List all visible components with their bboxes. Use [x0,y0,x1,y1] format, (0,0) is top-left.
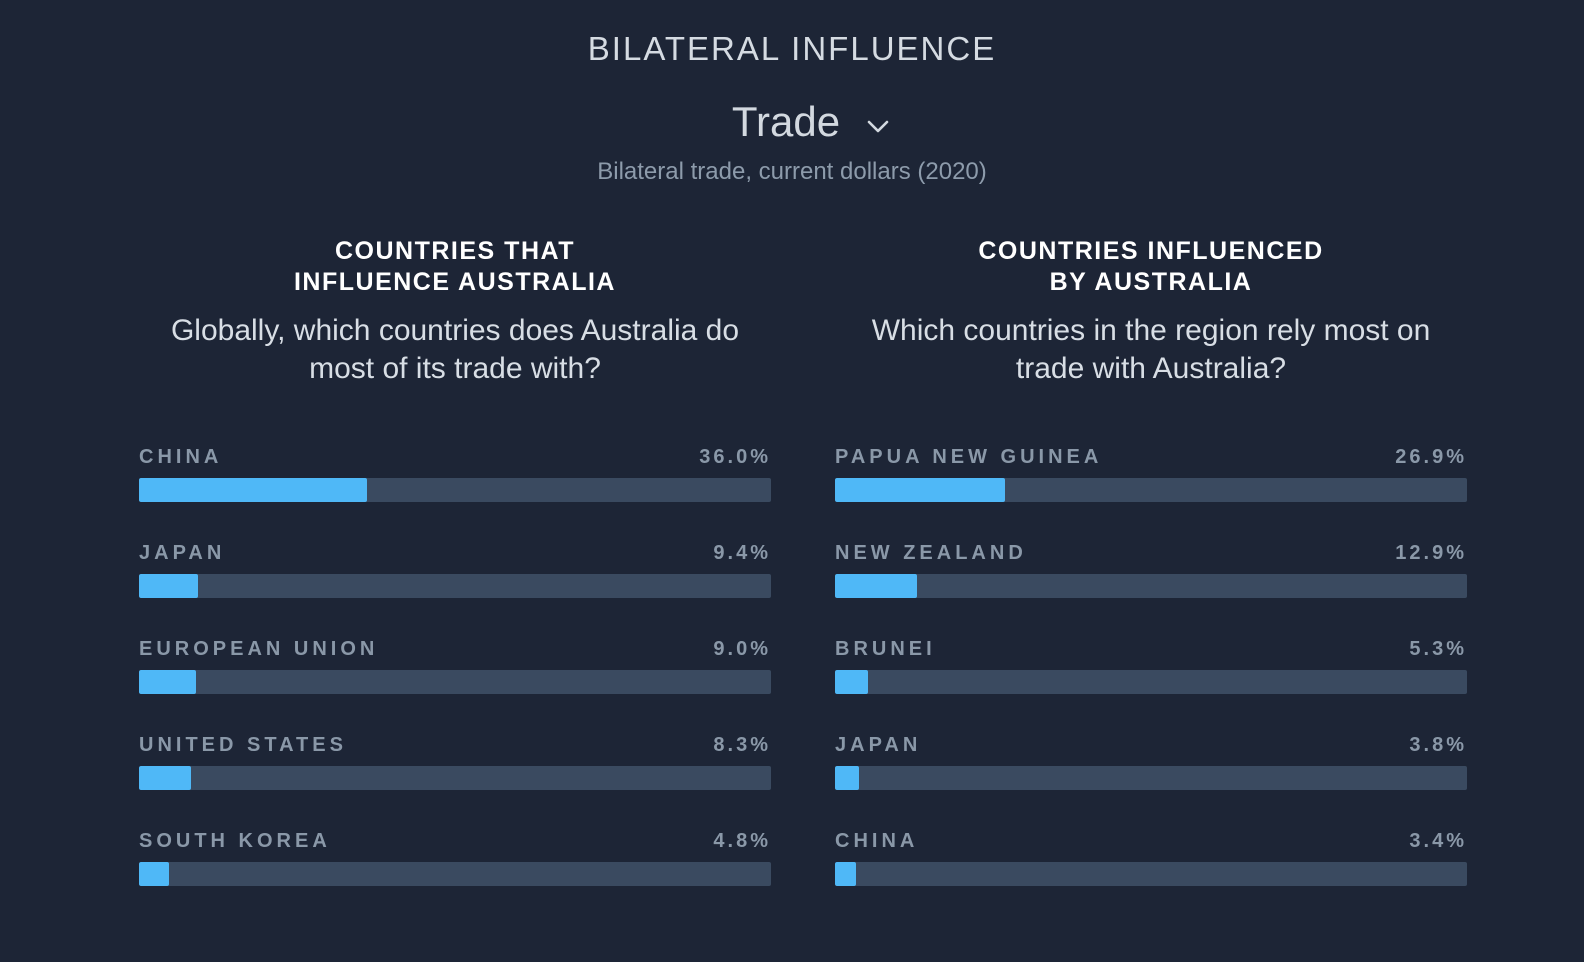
page-title: BILATERAL INFLUENCE [587,30,997,67]
bar [139,670,196,694]
panel-question: Which countries in the region rely most … [871,314,1431,385]
bar-value-label: 36.0% [699,446,771,468]
panel-heading-line: COUNTRIES THAT [335,237,575,265]
bar-value-label: 3.4% [1409,830,1467,852]
chevron-down-icon[interactable] [864,112,892,140]
bar-category-label: BRUNEI [835,638,936,660]
bar-category-label: NEW ZEALAND [835,542,1027,564]
bar-category-label: JAPAN [835,734,922,756]
bar-category-label: SOUTH KOREA [139,830,331,852]
bar-row: CHINA 3.4% [835,830,1467,926]
bar-track [139,478,771,502]
bar-category-label: UNITED STATES [139,734,347,756]
panel-question: Globally, which countries does Australia… [170,314,740,385]
metric-selector[interactable]: Trade [0,98,1584,146]
bar [139,862,170,886]
bar-track [835,574,1467,598]
metric-selector-label: Trade [731,98,841,145]
bar-row: SOUTH KOREA 4.8% [139,830,771,926]
bar-chart-influences-australia: CHINA 36.0% JAPAN 9.4% EUROPEAN UNION 9.0% UNI… [139,446,771,926]
bar-track [139,574,771,598]
panel-heading: COUNTRIES INFLUENCED BY AUSTRALIA [835,236,1467,298]
panel-heading-line: COUNTRIES INFLUENCED [978,237,1324,265]
bar-track [139,670,771,694]
bar-value-label: 3.8% [1409,734,1467,756]
bar-value-label: 12.9% [1395,542,1467,564]
bar-track [835,766,1467,790]
bar [139,574,199,598]
bar-row: JAPAN 3.8% [835,734,1467,830]
bar-track [835,478,1467,502]
bar-track [835,862,1467,886]
bar-row: PAPUA NEW GUINEA 26.9% [835,446,1467,542]
bar-category-label: PAPUA NEW GUINEA [835,446,1103,468]
bar-row: UNITED STATES 8.3% [139,734,771,830]
bar-row: EUROPEAN UNION 9.0% [139,638,771,734]
bar-row: JAPAN 9.4% [139,542,771,638]
bar [139,478,367,502]
panel-heading-line: INFLUENCE AUSTRALIA [293,268,616,296]
bar-value-label: 9.0% [713,638,771,660]
bar-value-label: 8.3% [713,734,771,756]
metric-subtitle: Bilateral trade, current dollars (2020) [597,158,987,185]
bar [835,670,869,694]
bar-track [139,862,771,886]
bar-value-label: 9.4% [713,542,771,564]
bar [835,478,1005,502]
panel-heading: COUNTRIES THAT INFLUENCE AUSTRALIA [139,236,771,298]
bar [139,766,192,790]
bar [835,766,860,790]
bar-category-label: JAPAN [139,542,226,564]
bar-category-label: EUROPEAN UNION [139,638,379,660]
bar-row: NEW ZEALAND 12.9% [835,542,1467,638]
panel-heading-line: BY AUSTRALIA [1049,268,1253,296]
panel-influences-australia: COUNTRIES THAT INFLUENCE AUSTRALIA Globa… [139,236,771,886]
bar-track [139,766,771,790]
bar-value-label: 5.3% [1409,638,1467,660]
bar-value-label: 4.8% [713,830,771,852]
bar-category-label: CHINA [139,446,223,468]
bar-chart-influenced-by-australia: PAPUA NEW GUINEA 26.9% NEW ZEALAND 12.9% BRU… [835,446,1467,926]
panel-influenced-by-australia: COUNTRIES INFLUENCED BY AUSTRALIA Which … [835,236,1467,886]
bar-track [835,670,1467,694]
bar-category-label: CHINA [835,830,919,852]
bar [835,862,857,886]
bar-row: CHINA 36.0% [139,446,771,542]
bar [835,574,917,598]
bar-value-label: 26.9% [1395,446,1467,468]
bar-row: BRUNEI 5.3% [835,638,1467,734]
